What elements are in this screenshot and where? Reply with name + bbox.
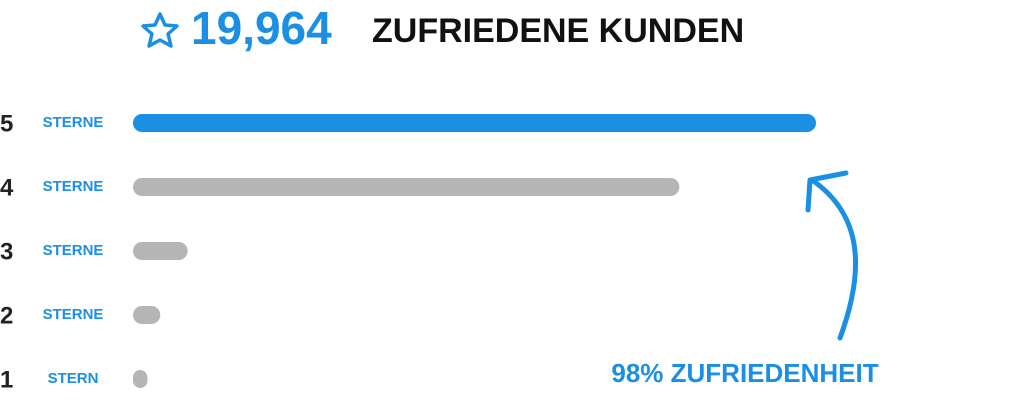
star-unit: STERNE [43,306,104,323]
star-unit: STERNE [43,114,104,131]
bar [133,306,161,324]
chart-title: ZUFRIEDENE KUNDEN [372,12,744,50]
bar [133,370,148,388]
bar [133,242,188,260]
star-count: 5 [0,110,13,137]
star-count: 3 [0,238,13,265]
star-count: 2 [0,302,13,329]
star-unit: STERNE [43,242,104,259]
star-count: 1 [0,366,13,393]
customer-count: 19,964 [191,2,332,54]
star-icon [141,12,179,48]
star-count: 4 [0,174,14,201]
bar [133,178,680,196]
star-unit: STERNE [43,178,104,195]
star-unit: STERN [48,370,99,387]
annotation: 98% ZUFRIEDENHEIT [611,358,878,388]
annotation-arrow [805,170,859,341]
bar [133,114,816,132]
